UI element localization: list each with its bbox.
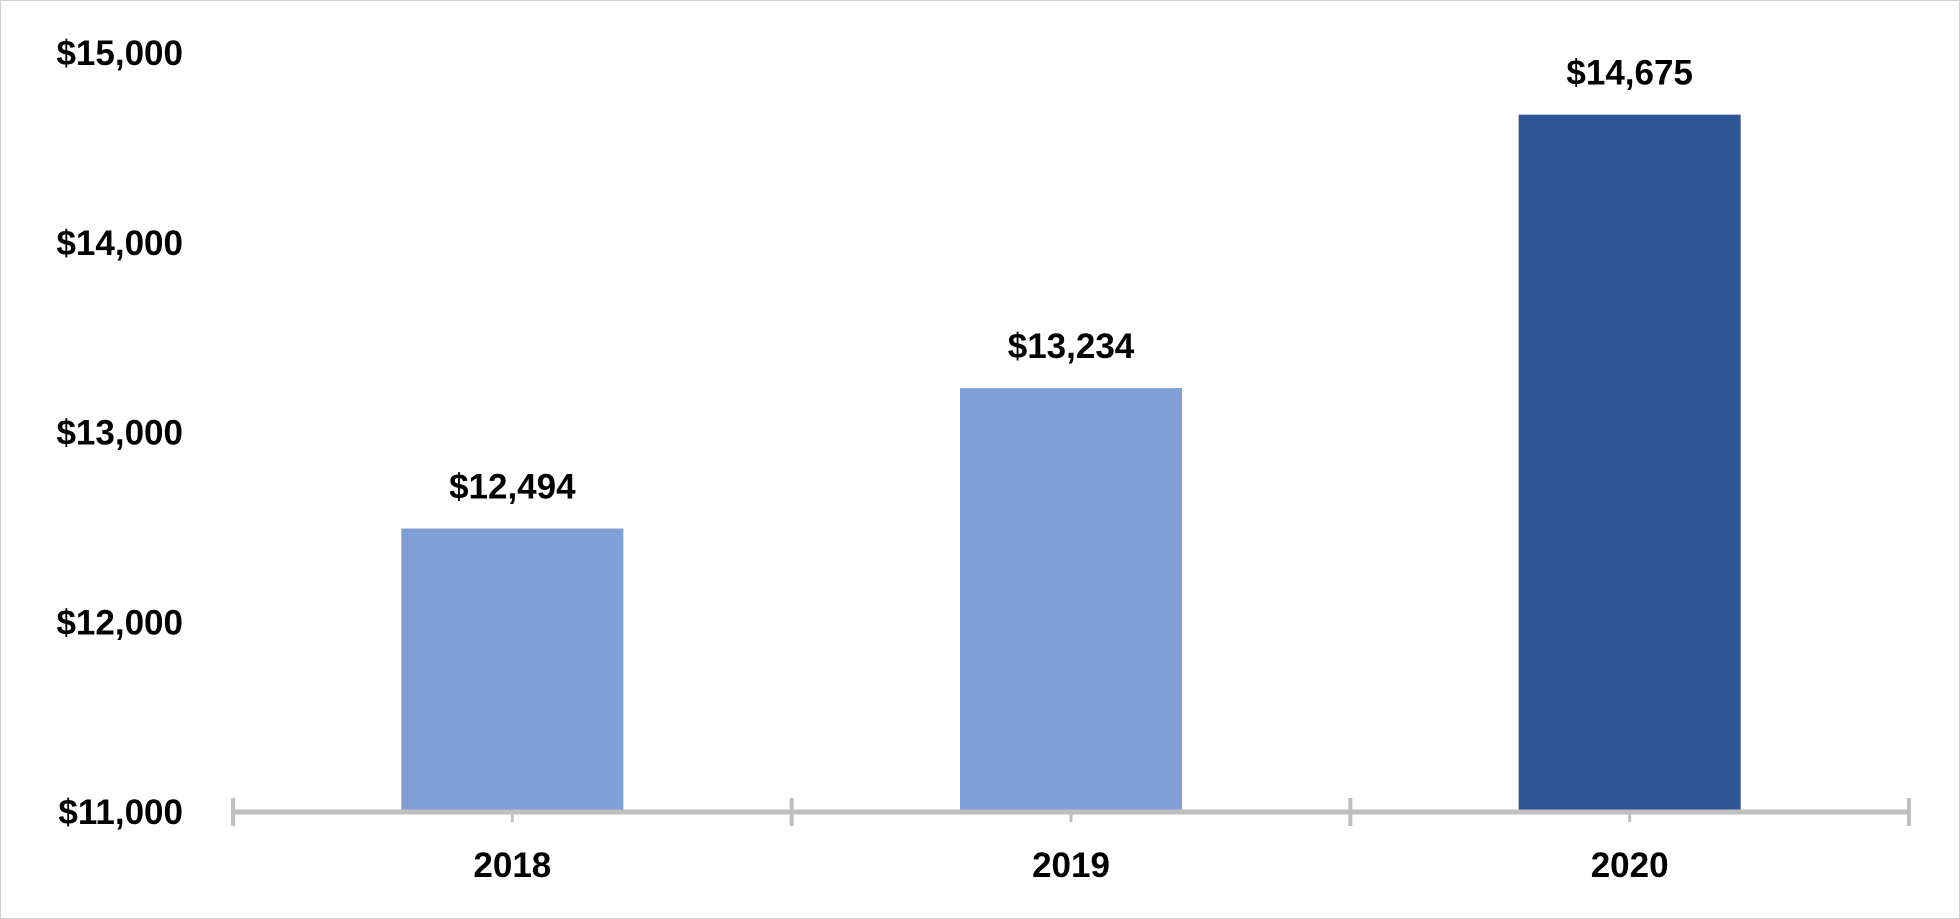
bar-2018 xyxy=(401,528,624,812)
bars xyxy=(401,114,1741,812)
data-labels: $12,494 $13,234 $14,675 xyxy=(449,54,1693,507)
y-tick-label: $14,000 xyxy=(56,224,183,263)
x-category-label-2019: 2019 xyxy=(1032,846,1110,885)
x-axis xyxy=(231,798,1911,826)
y-axis-tick-labels: $15,000 $14,000 $13,000 $12,000 $11,000 xyxy=(56,34,183,832)
data-label-2020: $14,675 xyxy=(1566,54,1693,93)
y-tick-label: $15,000 xyxy=(56,34,183,73)
x-category-label-2018: 2018 xyxy=(473,846,551,885)
y-tick-label: $11,000 xyxy=(58,793,183,832)
x-axis-category-labels: 2018 2019 2020 xyxy=(473,846,1668,885)
x-category-label-2020: 2020 xyxy=(1591,846,1669,885)
bar-2020 xyxy=(1518,114,1741,812)
data-label-2018: $12,494 xyxy=(449,468,576,507)
y-tick-label: $12,000 xyxy=(56,603,183,642)
y-tick-label: $13,000 xyxy=(56,414,183,453)
data-label-2019: $13,234 xyxy=(1008,327,1135,366)
bar-2019 xyxy=(960,388,1182,812)
